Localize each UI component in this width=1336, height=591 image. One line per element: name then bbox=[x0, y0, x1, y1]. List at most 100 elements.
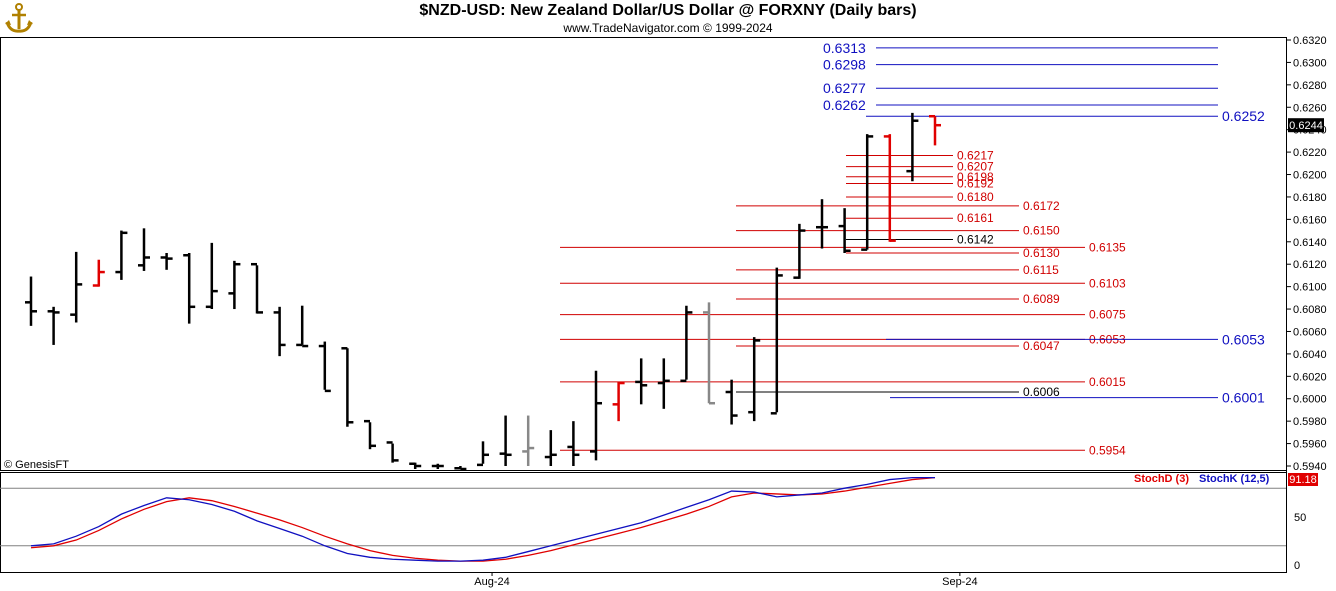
ohlc-bar bbox=[409, 462, 422, 469]
price-tick-label: 0.6220 bbox=[1293, 147, 1327, 159]
chart-header: $NZD-USD: New Zealand Dollar/US Dollar @… bbox=[0, 0, 1336, 36]
ohlc-bar bbox=[522, 415, 535, 466]
ohlc-bar bbox=[590, 370, 602, 461]
fib-level-label: 0.6089 bbox=[1023, 292, 1060, 306]
stoch-d-legend: StochD (3) bbox=[1134, 473, 1189, 485]
fib-level-label: 0.6130 bbox=[1023, 246, 1060, 260]
fib-level-label: 0.6075 bbox=[1089, 308, 1126, 322]
date-tick-label: Sep-24 bbox=[942, 576, 977, 588]
fib-level-label: 0.6298 bbox=[823, 57, 866, 73]
price-axis: 0.63200.63000.62800.62600.62400.62200.62… bbox=[1286, 35, 1327, 473]
ohlc-bar bbox=[816, 199, 828, 249]
fib-level-label: 0.6198 bbox=[957, 170, 994, 184]
ohlc-bar bbox=[477, 441, 489, 467]
ohlc-bar bbox=[499, 415, 512, 466]
price-tick-label: 0.5960 bbox=[1293, 439, 1327, 451]
date-axis: Aug-24 Sep-24 bbox=[474, 572, 978, 588]
price-tick-label: 0.6040 bbox=[1293, 349, 1327, 361]
fib-level-label: 0.6115 bbox=[1023, 263, 1059, 277]
fib-level-label: 0.6277 bbox=[823, 80, 866, 96]
fib-level-label: 0.6252 bbox=[1222, 108, 1265, 124]
ohlc-bar bbox=[364, 419, 376, 450]
watermark-text: © GenesisFT bbox=[4, 459, 69, 471]
fib-level-label: 0.5954 bbox=[1089, 443, 1126, 457]
ohlc-bar bbox=[318, 341, 331, 393]
ohlc-bar bbox=[160, 253, 173, 270]
last-price-box bbox=[1288, 118, 1324, 133]
stoch-last-label: 91.18 bbox=[1289, 474, 1317, 486]
ohlc-bar bbox=[205, 242, 218, 310]
price-tick-label: 0.6060 bbox=[1293, 326, 1327, 338]
stoch-k-legend: StochK (12,5) bbox=[1199, 473, 1270, 485]
chart-subtitle: www.TradeNavigator.com © 1999-2024 bbox=[563, 21, 773, 35]
ohlc-bar bbox=[680, 305, 693, 383]
ohlc-bar bbox=[906, 112, 919, 182]
ohlc-bar bbox=[92, 259, 105, 287]
price-tick-label: 0.6180 bbox=[1293, 192, 1327, 204]
stoch-k-line bbox=[30, 476, 935, 562]
ohlc-bar bbox=[861, 134, 874, 251]
ohlc-bar bbox=[793, 223, 806, 279]
ohlc-bar bbox=[612, 381, 625, 422]
fib-level-label: 0.6047 bbox=[1023, 339, 1060, 353]
ohlc-bar bbox=[454, 466, 467, 471]
ohlc-bar bbox=[251, 262, 263, 314]
fib-level-label: 0.6161 bbox=[957, 211, 994, 225]
price-tick-label: 0.6300 bbox=[1293, 57, 1327, 69]
ohlc-bar bbox=[341, 347, 354, 427]
fib-level-label: 0.6192 bbox=[957, 176, 994, 190]
fib-level-label: 0.6053 bbox=[1222, 331, 1265, 347]
ohlc-bar bbox=[883, 134, 896, 242]
ohlc-bar bbox=[770, 267, 783, 415]
price-tick-label: 0.6160 bbox=[1293, 214, 1327, 226]
stoch-tick-label: 50 bbox=[1294, 512, 1306, 524]
last-price-label: 0.6244 bbox=[1289, 120, 1323, 132]
price-tick-label: 0.6000 bbox=[1293, 394, 1327, 406]
ohlc-bar bbox=[228, 260, 241, 310]
ohlc-bar bbox=[138, 228, 150, 271]
ohlc-bar bbox=[635, 358, 648, 405]
fib-level-label: 0.6150 bbox=[1023, 224, 1060, 238]
price-tick-label: 0.6120 bbox=[1293, 259, 1327, 271]
last-price-marker: 0.6244 bbox=[1288, 118, 1324, 133]
price-tick-label: 0.6080 bbox=[1293, 304, 1327, 316]
ohlc-bar bbox=[748, 337, 761, 422]
ohlc-bar bbox=[544, 430, 557, 466]
price-tick-label: 0.5980 bbox=[1293, 416, 1327, 428]
ohlc-bar bbox=[386, 441, 399, 463]
price-tick-label: 0.6320 bbox=[1293, 35, 1327, 47]
anchor-logo-icon bbox=[5, 3, 33, 33]
price-bars bbox=[25, 112, 941, 471]
ohlc-bar bbox=[838, 208, 851, 253]
fib-level-label: 0.6217 bbox=[957, 148, 994, 162]
ohlc-bar bbox=[929, 114, 941, 146]
ohlc-bar bbox=[47, 306, 60, 345]
price-tick-label: 0.6100 bbox=[1293, 282, 1327, 294]
stoch-last-box bbox=[1288, 473, 1318, 486]
stochastic-indicator: 50 0 bbox=[0, 476, 1306, 572]
price-tick-label: 0.6260 bbox=[1293, 102, 1327, 114]
fib-level-label: 0.6313 bbox=[823, 40, 866, 56]
fib-level-label: 0.6015 bbox=[1089, 375, 1126, 389]
ohlc-bar bbox=[431, 463, 444, 469]
stoch-tick-label: 0 bbox=[1294, 560, 1300, 572]
fib-level-label: 0.6172 bbox=[1023, 199, 1060, 213]
ohlc-bar bbox=[725, 379, 738, 425]
fib-level-label: 0.6135 bbox=[1089, 240, 1126, 254]
ohlc-bar bbox=[115, 230, 128, 280]
fib-level-label: 0.6207 bbox=[957, 160, 994, 174]
chart-title: $NZD-USD: New Zealand Dollar/US Dollar @… bbox=[419, 2, 917, 19]
price-tick-label: 0.5940 bbox=[1293, 461, 1327, 473]
ohlc-bar bbox=[273, 306, 286, 357]
fib-level-label: 0.6103 bbox=[1089, 276, 1126, 290]
price-tick-label: 0.6280 bbox=[1293, 80, 1327, 92]
date-tick-label: Aug-24 bbox=[474, 576, 509, 588]
fib-level-label: 0.6001 bbox=[1222, 390, 1265, 406]
ohlc-bar bbox=[567, 421, 580, 466]
price-tick-label: 0.6140 bbox=[1293, 237, 1327, 249]
stoch-d-line bbox=[30, 476, 936, 562]
ohlc-bar bbox=[70, 251, 83, 323]
ohlc-bar bbox=[25, 276, 37, 326]
